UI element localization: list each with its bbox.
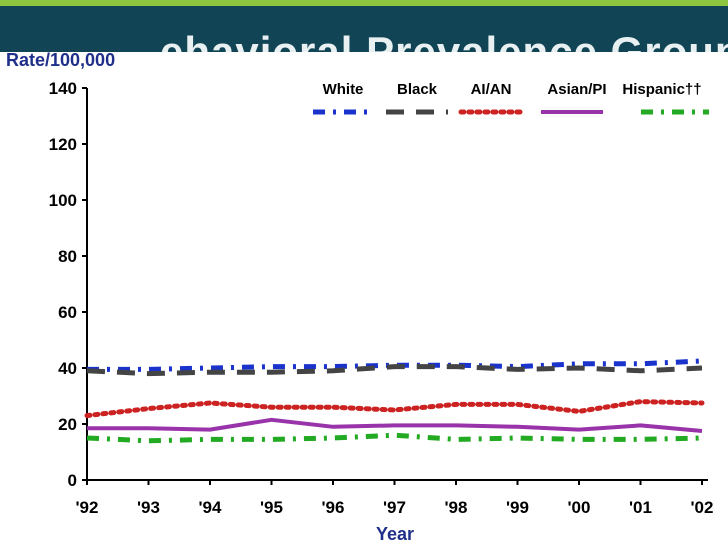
y-tick-label: 40 — [58, 359, 77, 378]
x-tick-label: '94 — [199, 498, 222, 517]
series-ai-an — [84, 399, 705, 419]
series-line — [86, 364, 703, 377]
slide-title: ehavioral Prevalence Group of — [160, 28, 728, 52]
x-tick-label: '01 — [629, 498, 652, 517]
x-tick-label: '96 — [322, 498, 345, 517]
y-tick-label: 100 — [49, 191, 77, 210]
series-white — [87, 358, 703, 372]
series-line — [84, 399, 705, 419]
legend-label: Black — [397, 81, 438, 98]
y-tick-label: 80 — [58, 247, 77, 266]
y-tick-label: 140 — [49, 79, 77, 98]
series-hispanic — [86, 432, 703, 444]
x-tick-label: '92 — [76, 498, 99, 517]
series-lines — [84, 358, 705, 444]
axes: 0 20 40 60 80 100 120 140 '92 '93 '94 '95 '96 '97 '98 '… — [49, 79, 714, 517]
x-tick-label: '97 — [383, 498, 406, 517]
y-tick-label: 60 — [58, 303, 77, 322]
y-tick-label: 20 — [58, 415, 77, 434]
x-tick-label: '00 — [568, 498, 591, 517]
y-tick-label: 0 — [68, 471, 77, 490]
series-line — [87, 358, 703, 372]
y-tick-label: 120 — [49, 135, 77, 154]
x-tick-label: '99 — [506, 498, 529, 517]
y-axis-title: Rate/100,000 — [6, 50, 115, 70]
series-black — [86, 364, 703, 377]
x-tick-label: '93 — [137, 498, 160, 517]
series-asian-pi — [87, 417, 703, 433]
legend-label: AI/AN — [471, 81, 512, 98]
slide-title-bar: ehavioral Prevalence Group of — [0, 0, 728, 52]
series-line — [87, 417, 703, 433]
x-axis-title: Year — [376, 524, 414, 544]
series-line — [86, 432, 703, 444]
legend-label: White — [323, 81, 364, 98]
legend: White Black AI/AN Asian/PI Hispanic†† — [313, 81, 709, 115]
legend-label: Asian/PI — [547, 81, 606, 98]
x-tick-label: '02 — [691, 498, 714, 517]
legend-label: Hispanic†† — [622, 81, 701, 98]
x-tick-label: '95 — [260, 498, 283, 517]
x-tick-label: '98 — [445, 498, 468, 517]
